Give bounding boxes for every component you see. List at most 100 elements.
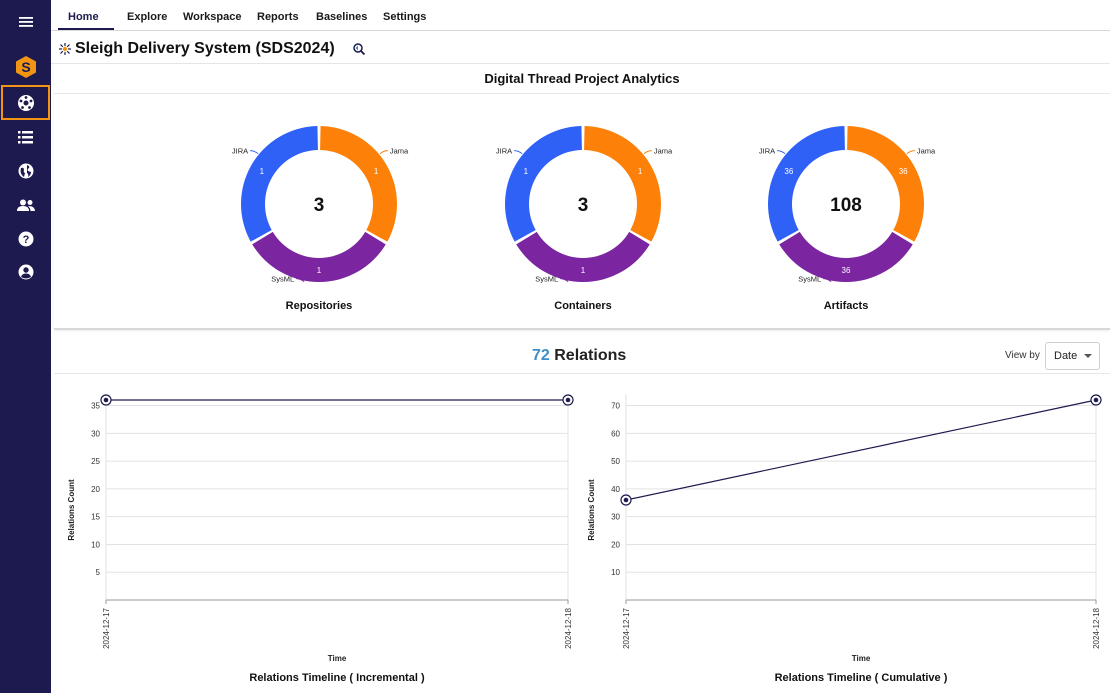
app-logo-icon: S [15, 56, 36, 78]
data-point-center [1093, 397, 1099, 403]
x-axis-label: Time [328, 654, 347, 663]
sidebar: S ? [0, 0, 51, 693]
leader-line [379, 150, 388, 155]
chart-title: Relations Timeline ( Cumulative ) [775, 672, 948, 684]
x-tick-label: 2024-12-17 [622, 607, 631, 648]
account-icon [18, 264, 33, 280]
tab-baselines[interactable]: Baselines [316, 11, 368, 23]
leader-line [560, 278, 569, 283]
leader-line [823, 278, 832, 283]
page-title: Sleigh Delivery System (SDS2024) [75, 40, 335, 57]
x-tick-label: 2024-12-18 [1092, 607, 1101, 648]
y-tick-label: 35 [91, 402, 100, 411]
leader-line [514, 150, 523, 155]
top-navigation: Home Explore Workspace Reports Baselines… [51, 0, 1110, 31]
chart-incremental: 5 10 15 20 25 30 35 2024-12-17 2024-12-18 Relatio… [54, 374, 582, 693]
nav-help[interactable]: ? [0, 222, 51, 256]
nav-globe[interactable] [0, 154, 51, 188]
relations-label: Relations [554, 347, 627, 364]
donut-repositories: 1 Jama 1 SysML 1 JIRA 3 Repositories [204, 94, 434, 326]
globe-icon [18, 163, 33, 179]
donut-chart-containers: 1 Jama 1 SysML 1 JIRA 3 [496, 126, 673, 284]
data-point-center [103, 397, 109, 403]
donut-slice-jama [584, 126, 661, 242]
title-row: Sleigh Delivery System (SDS2024) [51, 32, 1110, 64]
slice-name-label: JIRA [232, 147, 248, 156]
analytics-panel: Digital Thread Project Analytics 1 Jama 1 S… [54, 64, 1110, 330]
tab-explore[interactable]: Explore [127, 11, 168, 23]
help-icon: ? [18, 231, 33, 247]
line-chart-incremental: 5 10 15 20 25 30 35 2024-12-17 2024-12-18 Relatio… [67, 394, 574, 684]
y-tick-label: 70 [611, 402, 620, 411]
slice-value-label: 1 [317, 266, 322, 275]
slice-name-label: SysML [271, 275, 294, 284]
slice-name-label: SysML [798, 275, 821, 284]
analytics-header: Digital Thread Project Analytics [54, 64, 1110, 94]
slice-value-label: 1 [638, 167, 643, 176]
donut-slice-jama [320, 126, 397, 242]
donut-total: 3 [578, 195, 589, 216]
y-tick-label: 25 [91, 457, 100, 466]
nav-list[interactable] [0, 120, 51, 154]
tab-home[interactable]: Home [68, 11, 99, 23]
series-line [625, 399, 1097, 501]
donut-caption: Artifacts [823, 300, 869, 312]
slice-value-label: 1 [581, 266, 586, 275]
project-icon [59, 43, 71, 55]
leader-line [643, 150, 652, 155]
donut-caption: Containers [554, 300, 612, 312]
app-logo[interactable]: S [0, 50, 51, 84]
slice-value-label: 36 [784, 167, 793, 176]
relations-header: 72 Relations View by Date [54, 338, 1110, 374]
y-tick-label: 60 [611, 429, 620, 438]
y-tick-label: 10 [91, 540, 100, 549]
slice-name-label: SysML [535, 275, 558, 284]
nav-users[interactable] [0, 188, 51, 222]
donut-slice-sysml [516, 231, 650, 282]
y-tick-label: 20 [91, 485, 100, 494]
view-by-select[interactable]: Date [1045, 342, 1100, 370]
relations-panel: 72 Relations View by Date 5 10 15 20 25 30 35 2… [54, 338, 1110, 693]
nav-digital-thread[interactable] [1, 85, 50, 120]
digital-thread-icon [17, 94, 34, 111]
donut-slice-jama [847, 126, 924, 242]
tab-reports[interactable]: Reports [257, 11, 299, 23]
donut-chart-artifacts: 36 Jama 36 SysML 36 JIRA 108 [759, 126, 936, 284]
list-icon [18, 130, 33, 143]
donut-total: 3 [314, 195, 325, 216]
line-chart-cumulative: 10 20 30 40 50 60 70 2024-12-17 2024-12-18 Relati… [587, 394, 1102, 684]
x-axis-label: Time [852, 654, 871, 663]
menu-button[interactable] [0, 5, 51, 39]
refresh-search-icon[interactable] [352, 42, 366, 55]
active-tab-indicator [58, 28, 114, 30]
tab-settings[interactable]: Settings [383, 11, 427, 23]
slice-value-label: 1 [260, 167, 265, 176]
slice-name-label: Jama [390, 147, 409, 156]
y-tick-label: 20 [611, 540, 620, 549]
chevron-down-icon [1084, 354, 1092, 358]
y-tick-label: 15 [91, 513, 100, 522]
slice-value-label: 1 [374, 167, 379, 176]
svg-text:S: S [21, 59, 30, 75]
y-tick-label: 30 [611, 513, 620, 522]
y-axis-label: Relations Count [587, 479, 596, 541]
relations-count: 72 [532, 347, 550, 364]
nav-account[interactable] [0, 255, 51, 289]
tab-workspace[interactable]: Workspace [183, 11, 242, 23]
chart-title: Relations Timeline ( Incremental ) [249, 672, 425, 684]
y-axis-label: Relations Count [67, 479, 76, 541]
y-tick-label: 5 [96, 568, 101, 577]
slice-value-label: 36 [899, 167, 908, 176]
x-tick-label: 2024-12-17 [102, 607, 111, 648]
leader-line [250, 150, 259, 155]
donut-total: 108 [830, 195, 862, 216]
view-by-label: View by [1005, 350, 1040, 361]
y-tick-label: 40 [611, 485, 620, 494]
users-icon [16, 199, 35, 211]
donut-slice-sysml [779, 231, 913, 282]
leader-line [906, 150, 915, 155]
chart-cumulative: 10 20 30 40 50 60 70 2024-12-17 2024-12-18 Relati… [574, 374, 1110, 693]
donut-caption: Repositories [285, 300, 353, 312]
slice-name-label: Jama [654, 147, 673, 156]
slice-name-label: JIRA [759, 147, 775, 156]
